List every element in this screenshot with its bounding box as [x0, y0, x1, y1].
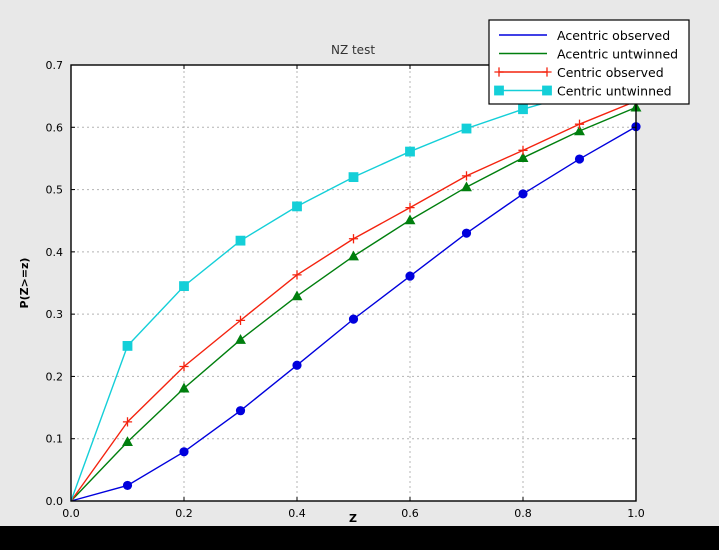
- data-point-marker: [235, 334, 246, 344]
- data-point-marker: [405, 146, 415, 157]
- y-tick-label: 0.1: [46, 433, 64, 446]
- data-point-marker: [574, 154, 585, 164]
- data-point-marker: [518, 104, 528, 115]
- y-tick-label: 0.6: [46, 121, 64, 134]
- data-point-marker: [292, 270, 302, 280]
- legend-item-acentric-untwinned[interactable]: Acentric untwinned: [499, 47, 678, 62]
- data-point-marker: [461, 228, 472, 238]
- chart-canvas: 0.0 0.1 0.2 0.3 0.4 0.5 0.6 0.7 0.0 0.2 0.4 0.6 0.8 1…: [18, 19, 690, 525]
- data-point-marker: [494, 67, 504, 77]
- chart-legend[interactable]: Acentric observed Acentric untwinned Centr…: [488, 19, 690, 105]
- data-point-marker: [404, 214, 416, 225]
- x-tick-label: 0.2: [175, 507, 193, 520]
- data-point-marker: [574, 125, 585, 136]
- data-point-marker: [122, 480, 133, 491]
- data-point-marker: [235, 315, 246, 325]
- data-point-marker: [292, 360, 302, 370]
- data-point-marker: [179, 447, 189, 457]
- data-point-marker: [518, 189, 528, 199]
- data-point-marker: [348, 172, 359, 183]
- series-acentric-observed: [70, 122, 641, 502]
- axis-ticks: 0.0 0.1 0.2 0.3 0.4 0.5 0.6 0.7 0.0 0.2 0.4 0.6 0.8 1…: [46, 59, 645, 520]
- legend-label: Centric untwinned: [557, 84, 672, 99]
- x-tick-label: 0.8: [514, 507, 532, 520]
- data-point-marker: [542, 85, 552, 96]
- data-point-marker: [518, 145, 528, 155]
- legend-label: Acentric observed: [557, 28, 670, 43]
- data-point-marker: [405, 203, 415, 213]
- data-point-marker: [122, 436, 133, 447]
- data-point-marker: [461, 123, 472, 134]
- data-point-marker: [348, 250, 359, 261]
- data-point-marker: [348, 314, 359, 324]
- x-axis-label: Z: [349, 512, 357, 525]
- chart-title: NZ test: [331, 43, 375, 57]
- legend-label: Centric observed: [557, 65, 664, 80]
- data-point-marker: [178, 382, 190, 393]
- data-point-marker: [291, 290, 303, 301]
- y-tick-label: 0.5: [46, 184, 64, 197]
- data-point-marker: [292, 201, 302, 212]
- legend-item-acentric-observed[interactable]: Acentric observed: [499, 28, 670, 43]
- x-tick-label: 0.6: [401, 507, 419, 520]
- y-tick-label: 0.4: [46, 246, 64, 259]
- series-acentric-untwinned: [70, 101, 642, 502]
- data-point-marker: [542, 67, 552, 77]
- legend-item-centric-observed[interactable]: Centric observed: [494, 65, 664, 80]
- y-tick-label: 0.3: [46, 308, 64, 321]
- data-point-marker: [461, 171, 472, 181]
- plot-area-background: [71, 65, 636, 501]
- data-point-marker: [405, 271, 415, 281]
- axes-spines: [70, 64, 637, 502]
- data-point-marker: [348, 234, 359, 244]
- data-series-group: [70, 73, 642, 502]
- matplotlib-figure: 0.0 0.1 0.2 0.3 0.4 0.5 0.6 0.7 0.0 0.2 0.4 0.6 0.8 1…: [0, 0, 719, 526]
- y-tick-label: 0.0: [46, 495, 64, 508]
- data-point-marker: [461, 181, 472, 192]
- y-tick-label: 0.2: [46, 370, 64, 383]
- data-point-marker: [517, 152, 529, 162]
- x-tick-label: 1.0: [627, 507, 645, 520]
- y-axis-label: P(Z>=z): [18, 258, 31, 309]
- data-point-marker: [574, 119, 585, 129]
- data-point-marker: [122, 341, 133, 351]
- x-tick-label: 0.0: [62, 507, 80, 520]
- x-tick-label: 0.4: [288, 507, 306, 520]
- data-point-marker: [235, 406, 246, 416]
- data-point-marker: [235, 235, 246, 246]
- data-point-marker: [179, 281, 189, 292]
- data-point-marker: [494, 85, 504, 96]
- data-point-marker: [122, 417, 133, 427]
- legend-item-centric-untwinned[interactable]: Centric untwinned: [494, 84, 672, 99]
- y-tick-label: 0.7: [46, 59, 64, 72]
- legend-label: Acentric untwinned: [557, 47, 678, 62]
- data-point-marker: [179, 361, 189, 372]
